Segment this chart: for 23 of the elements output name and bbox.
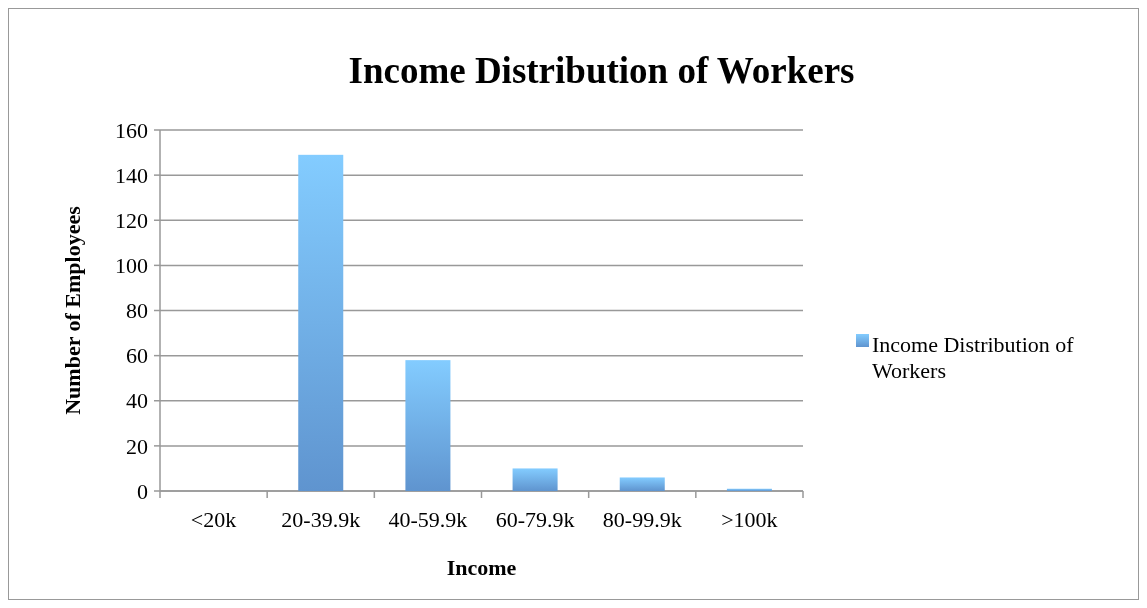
y-tick-label: 140 bbox=[115, 162, 148, 188]
bar bbox=[298, 154, 344, 491]
y-tick-label: 0 bbox=[137, 478, 148, 504]
bar bbox=[405, 360, 451, 491]
bar bbox=[512, 468, 558, 491]
legend-label: Income Distribution of Workers bbox=[872, 332, 1075, 383]
x-tick-label: 40-59.9k bbox=[388, 507, 468, 532]
y-axis-title: Number of Employees bbox=[60, 205, 85, 415]
chart-title: Income Distribution of Workers bbox=[348, 50, 855, 91]
x-axis-title: Income bbox=[446, 555, 517, 580]
x-tick-label: 20-39.9k bbox=[281, 507, 361, 532]
bar bbox=[619, 477, 665, 491]
y-tick-label: 160 bbox=[115, 117, 148, 143]
x-tick-label: >100k bbox=[721, 507, 778, 532]
x-tick-label: <20k bbox=[190, 507, 237, 532]
x-tick-label: 80-99.9k bbox=[602, 507, 682, 532]
y-tick-label: 60 bbox=[126, 343, 148, 369]
y-tick-label: 20 bbox=[126, 433, 148, 459]
y-tick-label: 80 bbox=[126, 298, 148, 324]
y-tick-label: 100 bbox=[115, 253, 148, 279]
y-tick-label: 40 bbox=[126, 388, 148, 414]
y-tick-label: 120 bbox=[115, 207, 148, 233]
x-tick-label: 60-79.9k bbox=[495, 507, 575, 532]
